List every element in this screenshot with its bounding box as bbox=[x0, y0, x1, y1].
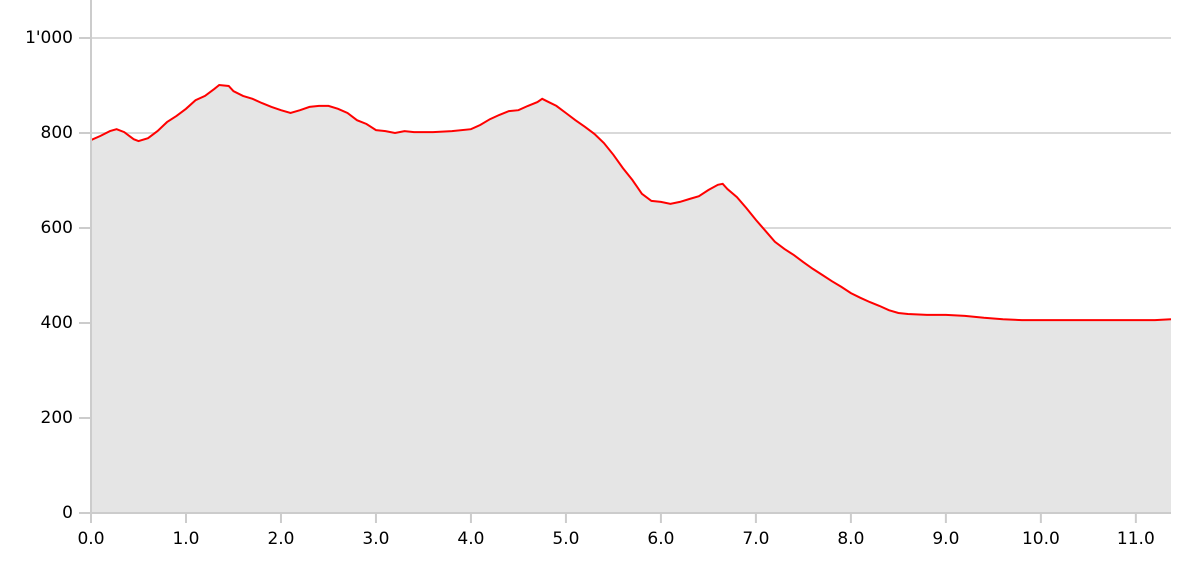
line bbox=[90, 83, 1172, 322]
x-tick-label: 6.0 bbox=[647, 529, 674, 549]
x-tick-label: 9.0 bbox=[932, 529, 959, 549]
area bbox=[91, 85, 1171, 513]
y-tick-label: 200 bbox=[41, 408, 73, 428]
x-tick-label: 1.0 bbox=[172, 529, 199, 549]
y-tick-label: 400 bbox=[41, 313, 73, 333]
x-tick-label: 8.0 bbox=[837, 529, 864, 549]
y-tick-label: 600 bbox=[41, 218, 73, 238]
x-tick-label: 0.0 bbox=[77, 529, 104, 549]
x-tick-label: 2.0 bbox=[267, 529, 294, 549]
x-tick-label: 4.0 bbox=[457, 529, 484, 549]
x-tick-label: 5.0 bbox=[552, 529, 579, 549]
y-tick-label: 0 bbox=[62, 503, 73, 523]
x-tick-label: 10.0 bbox=[1022, 529, 1060, 549]
y-tick-label: 800 bbox=[41, 123, 73, 143]
x-tick-label: 7.0 bbox=[742, 529, 769, 549]
x-tick-label: 11.0 bbox=[1117, 529, 1155, 549]
x-tick-label: 3.0 bbox=[362, 529, 389, 549]
y-tick-label: 1'000 bbox=[25, 28, 73, 48]
